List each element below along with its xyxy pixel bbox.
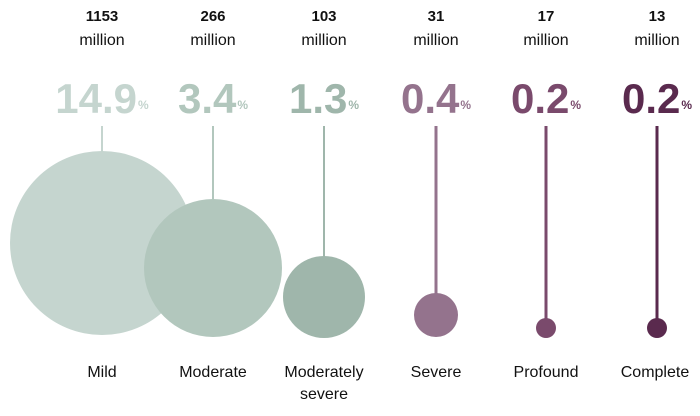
- column-mild: 1153 million 14.9% Mild: [42, 0, 162, 416]
- column-moderate: 266 million 3.4% Moderate: [153, 0, 273, 416]
- percent-symbol: %: [348, 98, 360, 112]
- column-moderately-severe: 103 million 1.3% Moderately severe: [264, 0, 384, 416]
- count-unit: million: [79, 32, 125, 49]
- column-severe: 31 million 0.4% Severe: [376, 0, 496, 416]
- percent-value: 0.2%: [621, 75, 693, 122]
- count-unit: million: [634, 32, 680, 49]
- category-label: Moderately severe: [284, 364, 364, 403]
- column-complete: 13 million 0.2% Complete: [597, 0, 700, 416]
- count-unit: million: [413, 32, 459, 49]
- percent-symbol: %: [237, 98, 249, 112]
- bubble-complete: [647, 318, 667, 338]
- category-label: Moderate: [179, 364, 247, 381]
- count-value: 266: [200, 8, 226, 25]
- percent-value: 1.3%: [288, 75, 360, 122]
- category-label: Mild: [87, 364, 117, 381]
- count-value: 1153: [85, 8, 119, 25]
- category-label: Complete: [620, 364, 690, 381]
- percent-value: 0.4%: [400, 75, 472, 122]
- column-profound: 17 million 0.2% Profound: [486, 0, 606, 416]
- percent-symbol: %: [681, 98, 693, 112]
- percent-symbol: %: [570, 98, 582, 112]
- category-label: Severe: [410, 364, 462, 381]
- percent-symbol: %: [138, 98, 149, 112]
- count-value: 31: [427, 8, 445, 25]
- percent-value: 3.4%: [177, 75, 249, 122]
- percent-symbol: %: [460, 98, 472, 112]
- count-unit: million: [190, 32, 236, 49]
- count-value: 13: [648, 8, 666, 25]
- bubble-moderately-severe: [283, 256, 365, 338]
- bubble-moderate: [144, 199, 282, 337]
- count-value: 17: [537, 8, 555, 25]
- bubble-profound: [536, 318, 556, 338]
- percent-value: 0.2%: [510, 75, 582, 122]
- count-value: 103: [311, 8, 337, 25]
- percent-value: 14.9%: [55, 75, 149, 122]
- count-unit: million: [523, 32, 569, 49]
- category-label: Profound: [513, 364, 579, 381]
- count-unit: million: [301, 32, 347, 49]
- bubble-severe: [414, 293, 458, 337]
